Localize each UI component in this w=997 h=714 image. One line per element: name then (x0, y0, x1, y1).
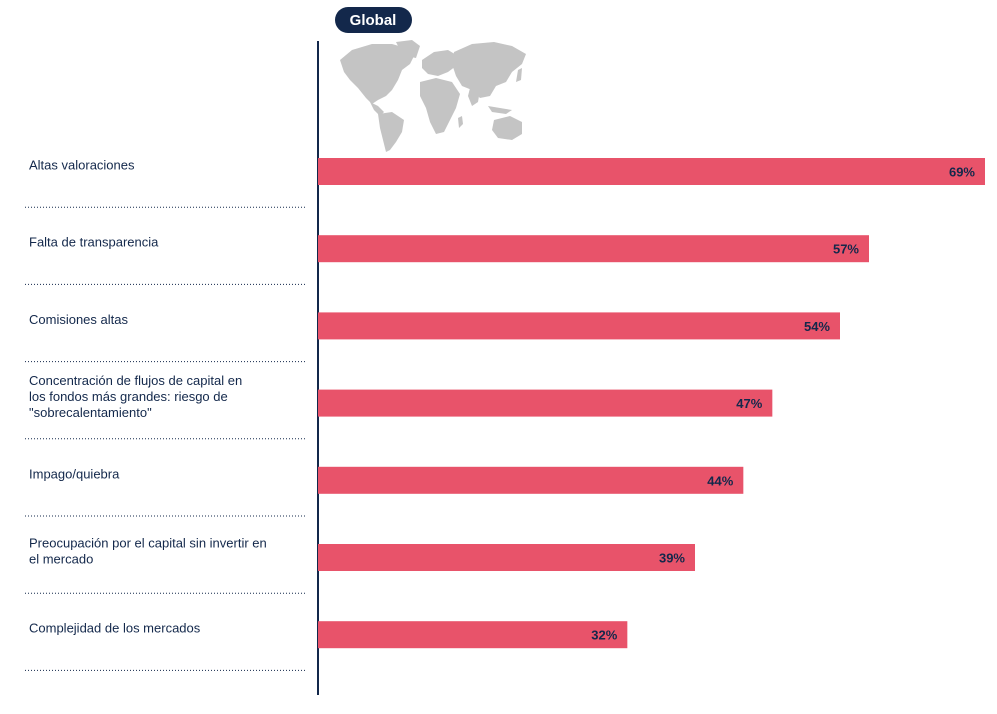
category-label: Preocupación por el capital sin invertir… (29, 536, 267, 567)
value-label: 54% (804, 319, 830, 334)
value-label: 39% (659, 551, 685, 566)
title-badge: Global (335, 7, 412, 33)
bar (318, 158, 985, 185)
chart-title: Global (350, 12, 397, 29)
bar (318, 621, 628, 649)
bar (318, 389, 773, 417)
bar (318, 466, 744, 494)
category-label: Comisiones altas (29, 312, 128, 327)
bar (318, 235, 869, 263)
category-label: Complejidad de los mercados (29, 621, 201, 636)
world-map-icon (340, 40, 526, 152)
value-label: 57% (833, 242, 859, 257)
category-label: Impago/quiebra (29, 466, 120, 481)
value-label: 32% (591, 628, 617, 643)
category-label: Concentración de flujos de capital en los… (29, 373, 242, 420)
bar (318, 544, 695, 571)
category-label: Altas valoraciones (29, 158, 135, 173)
value-label: 69% (949, 165, 975, 180)
value-label: 47% (736, 396, 762, 411)
bar (318, 312, 840, 340)
category-label: Falta de transparencia (29, 235, 159, 250)
chart-rows: 69% Altas valoraciones 57% Falta de transpa… (25, 158, 985, 671)
value-label: 44% (707, 473, 733, 488)
